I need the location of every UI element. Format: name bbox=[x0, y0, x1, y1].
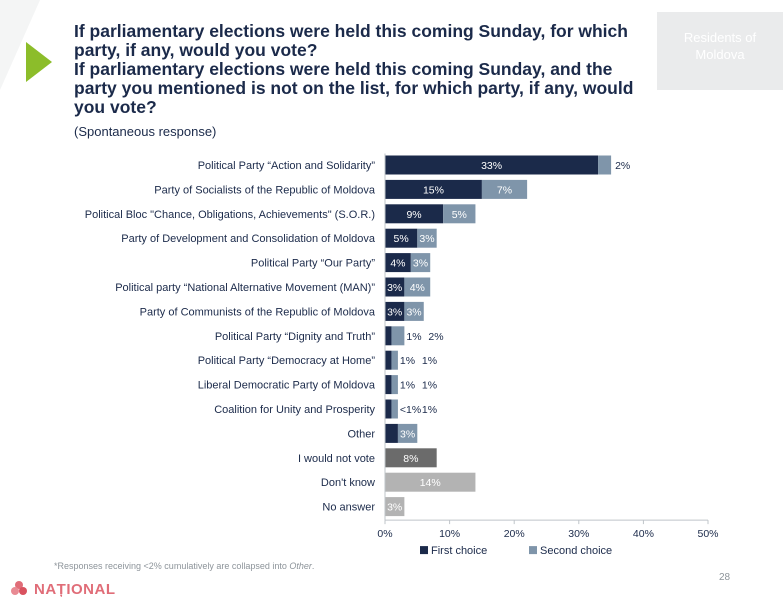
bar-second-choice bbox=[410, 253, 431, 273]
bar-first-choice bbox=[385, 277, 405, 297]
footnote-emphasis: Other bbox=[289, 561, 312, 571]
bar-single bbox=[385, 497, 405, 517]
category-label: Political Party “Action and Solidarity” bbox=[198, 160, 376, 172]
data-label: 5% bbox=[452, 209, 467, 221]
bar-first-choice bbox=[385, 350, 392, 370]
bar-first-choice bbox=[385, 375, 392, 395]
bar-first-choice bbox=[385, 423, 398, 443]
data-label: 3% bbox=[387, 502, 402, 514]
data-label: 33% bbox=[481, 160, 502, 172]
bar-first-choice bbox=[385, 301, 405, 321]
bar-first-choice bbox=[385, 179, 482, 199]
footnote: *Responses receiving <2% cumulatively ar… bbox=[54, 561, 314, 571]
data-label: 3% bbox=[419, 233, 434, 245]
data-label: 3% bbox=[387, 306, 402, 318]
x-tick-label: 50% bbox=[697, 528, 718, 540]
x-tick-label: 0% bbox=[377, 528, 392, 540]
category-label: Party of Development and Consolidation o… bbox=[121, 233, 376, 245]
category-label: Coalition for Unity and Prosperity bbox=[214, 404, 375, 416]
data-label: 9% bbox=[406, 209, 421, 221]
data-label: 15% bbox=[423, 184, 444, 196]
data-label: 8% bbox=[403, 453, 418, 465]
bar-single bbox=[385, 448, 437, 468]
title-line: party you mentioned is not on the list, … bbox=[74, 78, 634, 98]
bar-second-choice bbox=[598, 155, 612, 175]
audience-line: Moldova bbox=[695, 47, 745, 62]
bar-chart: Political Party “Action and Solidarity” 3… bbox=[85, 153, 719, 557]
data-label: 3% bbox=[400, 428, 415, 440]
audience-line: Residents of bbox=[683, 30, 757, 45]
data-label: 1% bbox=[400, 380, 415, 392]
category-label: Party of Communists of the Republic of M… bbox=[140, 306, 376, 318]
title-line: If parliamentary elections were held thi… bbox=[74, 21, 628, 41]
flower-logo-icon bbox=[11, 581, 27, 595]
bar-second-choice bbox=[481, 179, 528, 199]
bar-second-choice bbox=[443, 204, 476, 224]
category-label: Political Party “Democracy at Home” bbox=[198, 355, 376, 367]
data-label: 3% bbox=[413, 258, 428, 270]
bar-second-choice bbox=[404, 301, 424, 321]
category-label: Political Party “Our Party” bbox=[251, 258, 375, 270]
bar-first-choice bbox=[385, 326, 392, 346]
data-label: 3% bbox=[406, 306, 421, 318]
data-label: 5% bbox=[394, 233, 409, 245]
data-label: 4% bbox=[410, 282, 425, 294]
slide-title: If parliamentary elections were held thi… bbox=[74, 22, 654, 117]
x-tick-label: 10% bbox=[439, 528, 460, 540]
bar-second-choice bbox=[391, 399, 398, 419]
data-label: 4% bbox=[390, 258, 405, 270]
data-label: 3% bbox=[387, 282, 402, 294]
data-label: 1% bbox=[422, 404, 437, 416]
data-label: <1% bbox=[400, 404, 421, 416]
subtitle: (Spontaneous response) bbox=[74, 124, 217, 139]
x-tick-label: 40% bbox=[633, 528, 654, 540]
category-label: Party of Socialists of the Republic of M… bbox=[154, 184, 376, 196]
x-tick-label: 30% bbox=[568, 528, 589, 540]
bar-second-choice bbox=[417, 228, 437, 248]
bar-first-choice bbox=[385, 228, 418, 248]
data-label: 14% bbox=[420, 477, 441, 489]
bar-first-choice bbox=[385, 399, 392, 419]
bar-single bbox=[385, 472, 476, 492]
category-label: Political Party “Dignity and Truth” bbox=[215, 331, 376, 343]
category-label: Political party “National Alternative Mo… bbox=[115, 282, 375, 294]
bar-second-choice bbox=[391, 375, 398, 395]
title-line: If parliamentary elections were held thi… bbox=[74, 59, 613, 79]
data-label: 1% bbox=[422, 380, 437, 392]
data-label: 1% bbox=[406, 331, 421, 343]
legend-swatch-second-choice bbox=[529, 546, 537, 555]
data-label: 1% bbox=[400, 355, 415, 367]
green-arrow-icon bbox=[26, 42, 52, 82]
category-label: No answer bbox=[322, 502, 375, 514]
title-line: you vote? bbox=[74, 97, 157, 117]
footnote-text: *Responses receiving <2% cumulatively ar… bbox=[54, 561, 290, 571]
data-label: 2% bbox=[428, 331, 443, 343]
bar-first-choice bbox=[385, 204, 444, 224]
bar-second-choice bbox=[391, 350, 398, 370]
footnote-end: . bbox=[311, 561, 315, 571]
x-tick-label: 20% bbox=[504, 528, 525, 540]
bar-second-choice bbox=[404, 277, 431, 297]
data-label: 2% bbox=[615, 160, 630, 172]
category-label: Liberal Democratic Party of Moldova bbox=[198, 380, 376, 392]
logo: NAȚIONAL bbox=[10, 580, 116, 598]
bar-first-choice bbox=[385, 253, 411, 273]
data-label: 7% bbox=[497, 184, 512, 196]
title-line: party, if any, would you vote? bbox=[74, 40, 318, 60]
category-label: Political Bloc "Chance, Obligations, Ach… bbox=[85, 209, 375, 221]
bar-second-choice bbox=[391, 326, 405, 346]
data-label: 1% bbox=[422, 355, 437, 367]
bar-second-choice bbox=[397, 423, 418, 443]
legend-swatch-first-choice bbox=[420, 546, 428, 555]
page-number: 28 bbox=[719, 572, 731, 583]
legend-label-first-choice: First choice bbox=[431, 545, 487, 557]
category-label: Don't know bbox=[321, 477, 375, 489]
audience-box: Residents of Moldova bbox=[657, 12, 783, 90]
legend-label-second-choice: Second choice bbox=[540, 545, 612, 557]
bar-first-choice bbox=[385, 155, 599, 175]
category-label: Other bbox=[347, 428, 375, 440]
category-label: I would not vote bbox=[298, 453, 375, 465]
logo-text: NAȚIONAL bbox=[34, 580, 116, 598]
